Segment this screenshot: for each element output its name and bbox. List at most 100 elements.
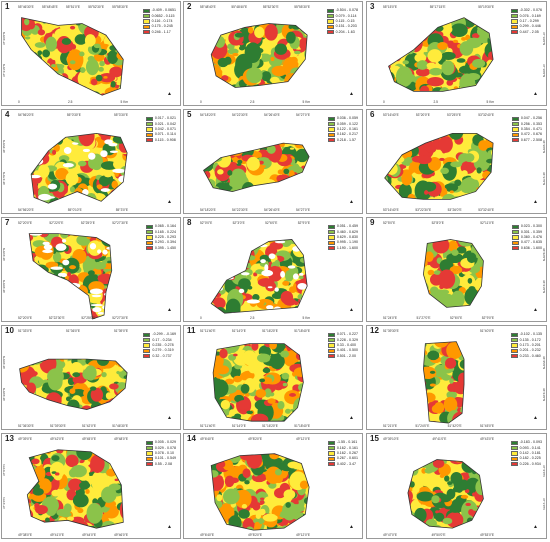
study-area-map — [423, 239, 484, 308]
tick-label: 0 — [383, 100, 385, 104]
tick-label: 55°0'30"E — [66, 113, 81, 117]
tick-label: 51°40'0"E — [479, 329, 494, 333]
legend-label: 0.256 - 0.353 — [520, 121, 542, 126]
legend-swatch — [327, 354, 335, 359]
tick-label: 55°52'30"E — [88, 5, 104, 9]
tick-label: 53°22'30"E — [415, 208, 432, 212]
legend-item: 0.182 - 0.225 — [510, 456, 542, 462]
tick-label: 51°36'0"E — [65, 329, 80, 333]
latitude-ticks-right: 37°19'0"N 37°18'0"N — [542, 22, 546, 87]
legend-label: 0.101 - 0.549 — [154, 456, 176, 461]
legend-label: 0.175 - 0.245 — [151, 24, 173, 29]
tick-label: 51°42'0"E — [81, 424, 96, 428]
tick-label: 52°6'0"E — [450, 316, 463, 320]
legend-item: 0.301 - 0.359 — [511, 229, 542, 235]
longitude-ticks-top: 55°15'0"E 55°17'15"E 55°19'30"E — [383, 5, 494, 9]
legend-item: 0.201 - 0.232 — [510, 348, 542, 354]
tick-label: 52°25'0"E — [80, 221, 95, 225]
tick-label: 52°11'0"E — [480, 221, 494, 225]
legend-swatch — [327, 138, 335, 143]
tick-label: 2.5 — [67, 100, 73, 104]
tick-label: 51°46'30"E — [112, 424, 128, 428]
legend-swatch — [145, 138, 153, 143]
tick-label: 55°48'40"E — [231, 5, 248, 9]
latitude-ticks-left: 37°2'0"N 37°0'0"N — [2, 454, 6, 520]
map-panel-4: 4 54°56'20"E 55°0'30"E 55°3'30"E 54°56'20"E 5… — [1, 109, 181, 214]
tick-label: 54°22'30"E — [231, 208, 248, 212]
tick-label: 36°25'0"N — [542, 355, 546, 369]
legend-item: 0.076 - 0.169 — [510, 13, 542, 19]
legend: -0.183 - 0.093 0.093 - 0.141 0.142 - 0.181… — [510, 440, 542, 467]
tick-label: 55°3'30"E — [113, 113, 128, 117]
map-panel-11: 11 51°11'40"E 51°14'0"E 51°16'20"E 51°18'40"… — [183, 325, 363, 430]
panel-number: 12 — [370, 326, 379, 335]
legend-swatch — [327, 246, 335, 251]
tick-label: 37°19'0"N — [542, 31, 546, 45]
legend-item: 0.175 - 0.245 — [142, 24, 176, 30]
tick-label: 51°42'0"E — [447, 424, 462, 428]
legend-label: 0.116 - 0.174 — [151, 18, 173, 23]
legend-label: 0.065 - 0.164 — [154, 224, 176, 229]
legend-swatch — [510, 348, 518, 354]
latitude-ticks-right: 36°22'0"N 36°21'0"N — [542, 238, 546, 303]
study-area-map — [26, 449, 124, 529]
legend-label: 0.042 - 0.071 — [154, 126, 176, 131]
tick-label: 54°22'30"E — [231, 113, 248, 117]
tick-label: 49°50'0"E — [431, 533, 446, 537]
legend-item: 0.677 - 2.508 — [511, 138, 542, 143]
legend-label: 0.162 - 0.161 — [336, 445, 358, 450]
legend-item: 0.354 - 0.471 — [511, 127, 542, 132]
legend-label: 0.079 - 0.114 — [335, 13, 357, 18]
legend: -0.302 - 0.076 0.076 - 0.169 0.17 - 0.299 0… — [510, 8, 542, 35]
legend-swatch — [327, 456, 335, 462]
tick-label: 52°27'30"E — [112, 316, 128, 320]
legend-item: 0.995 - 1.190 — [327, 240, 358, 246]
legend-item: 0.226 - 0.934 — [510, 462, 542, 467]
legend-swatch — [143, 343, 151, 348]
map-panel-10: 10 51°33'0"E 51°36'0"E 51°39'0"E 51°36'30"E 5… — [1, 325, 181, 430]
tick-label: 55°51'0"E — [65, 5, 80, 9]
legend-swatch — [142, 24, 150, 30]
legend-label: -0.504 - 0.078 — [335, 8, 358, 13]
legend: 0.017 - 0.021 0.021 - 0.042 0.042 - 0.071 0… — [145, 116, 176, 143]
legend-swatch — [326, 8, 334, 13]
bottom-labels: 54°18'20"E 54°22'30"E 54°26'40"E 54°27'0"E — [200, 208, 310, 212]
tick-label: 5 Km — [302, 316, 310, 320]
legend-label: 0.279 - 0.319 — [152, 348, 174, 353]
panel-number: 1 — [5, 2, 10, 11]
legend-swatch — [145, 116, 153, 121]
legend-swatch — [327, 229, 335, 235]
panel-number: 9 — [370, 218, 375, 227]
legend-item: 0.071 - 0.227 — [327, 332, 358, 337]
tick-label: 51°39'0"E — [113, 329, 128, 333]
legend-item: 0.005 - 0.029 — [145, 440, 176, 445]
legend-swatch — [326, 30, 334, 35]
legend-item: 0.235 - 0.278 — [143, 343, 176, 348]
tick-label: 52°5'0"E — [383, 221, 396, 225]
tick-label: 51°45'0"E — [479, 424, 494, 428]
tick-label: 49°6'40"E — [200, 533, 215, 537]
legend-swatch — [327, 348, 335, 354]
bottom-labels: 0 2.5 5 Km — [200, 316, 310, 320]
legend-swatch — [327, 116, 335, 121]
tick-label: 51°16'20"E — [262, 329, 278, 333]
legend-swatch — [510, 445, 518, 451]
legend-swatch — [327, 127, 335, 132]
longitude-ticks-top: 55°46'30"E 55°48'45"E 55°51'0"E 55°52'30"E 5… — [18, 5, 128, 9]
legend-item: 0.047 - 0.256 — [511, 116, 542, 121]
legend-swatch — [145, 456, 153, 462]
legend-label: 0.460 - 0.629 — [336, 229, 358, 234]
longitude-ticks-top: 52°20'0"E 52°22'0"E 52°25'0"E 52°27'30"E — [18, 221, 128, 225]
tick-label: 49°41'0"E — [432, 437, 447, 441]
tick-label: 55°17'15"E — [429, 5, 446, 9]
legend-swatch — [145, 224, 153, 229]
bottom-labels: 0 2.5 5 Km — [383, 100, 494, 104]
legend-swatch — [510, 8, 518, 13]
legend-swatch — [511, 127, 519, 132]
tick-label: 49°12'0"E — [295, 533, 310, 537]
legend-label: 0.17 - 0.234 — [152, 337, 172, 342]
study-area-map — [28, 233, 113, 320]
bottom-labels: 51°24'0"E 51°27'0"E 52°6'0"E 52°9'0"E — [383, 316, 494, 320]
legend-label: -0.183 - 0.093 — [519, 440, 542, 445]
legend-label: 0.173 - 0.201 — [519, 342, 541, 347]
